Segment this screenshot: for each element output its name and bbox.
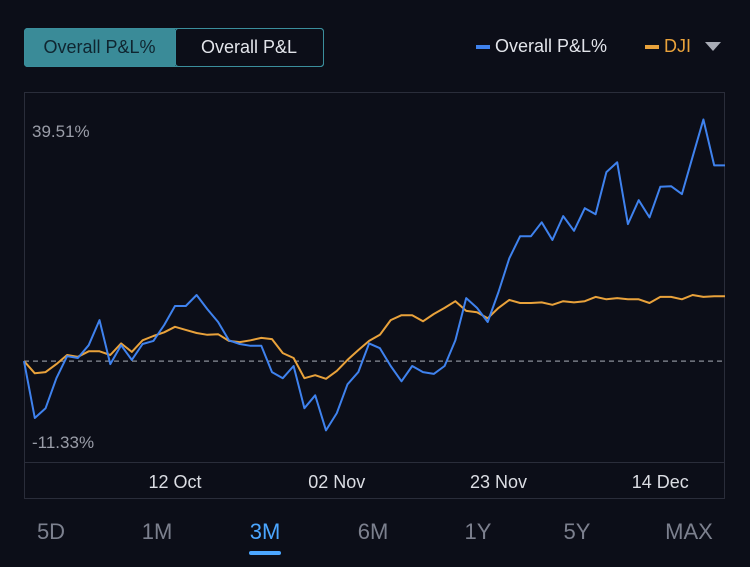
- x-tick-label: 02 Nov: [308, 472, 365, 492]
- series-line: [23, 294, 725, 380]
- legend: Overall P&L% DJI: [476, 36, 691, 56]
- y-tick-label: 39.51%: [32, 122, 90, 141]
- range-tab[interactable]: 6M: [358, 519, 389, 544]
- range-tab[interactable]: 5Y: [564, 519, 591, 544]
- x-tick-label: 23 Nov: [470, 472, 527, 492]
- series-line: [23, 118, 725, 432]
- toggle-button[interactable]: [175, 28, 324, 67]
- y-tick-label: -11.33%: [32, 433, 94, 452]
- legend-label: DJI: [664, 36, 691, 56]
- range-tab[interactable]: 1Y: [465, 519, 492, 544]
- active-tab-underline: [249, 551, 281, 555]
- toggle-group: Overall P&L% Overall P&L: [24, 28, 324, 67]
- range-tab[interactable]: 1M: [142, 519, 173, 544]
- range-tab[interactable]: 5D: [37, 519, 65, 544]
- legend-label: Overall P&L%: [495, 36, 607, 56]
- toggle-label[interactable]: Overall P&L%: [43, 37, 155, 57]
- x-tick-label: 14 Dec: [632, 472, 689, 492]
- range-tab[interactable]: 3M: [250, 519, 281, 544]
- x-tick-label: 12 Oct: [148, 472, 201, 492]
- range-tabs: 5D 1M 3M 6M 1Y 5Y MAX: [37, 519, 713, 555]
- dropdown-arrow[interactable]: [705, 42, 721, 51]
- toggle-label[interactable]: Overall P&L: [201, 37, 297, 57]
- plot: 39.51% -11.33% 12 Oct 02 Nov 23 Nov 14 Dec: [23, 118, 725, 492]
- range-tab[interactable]: MAX: [665, 519, 713, 544]
